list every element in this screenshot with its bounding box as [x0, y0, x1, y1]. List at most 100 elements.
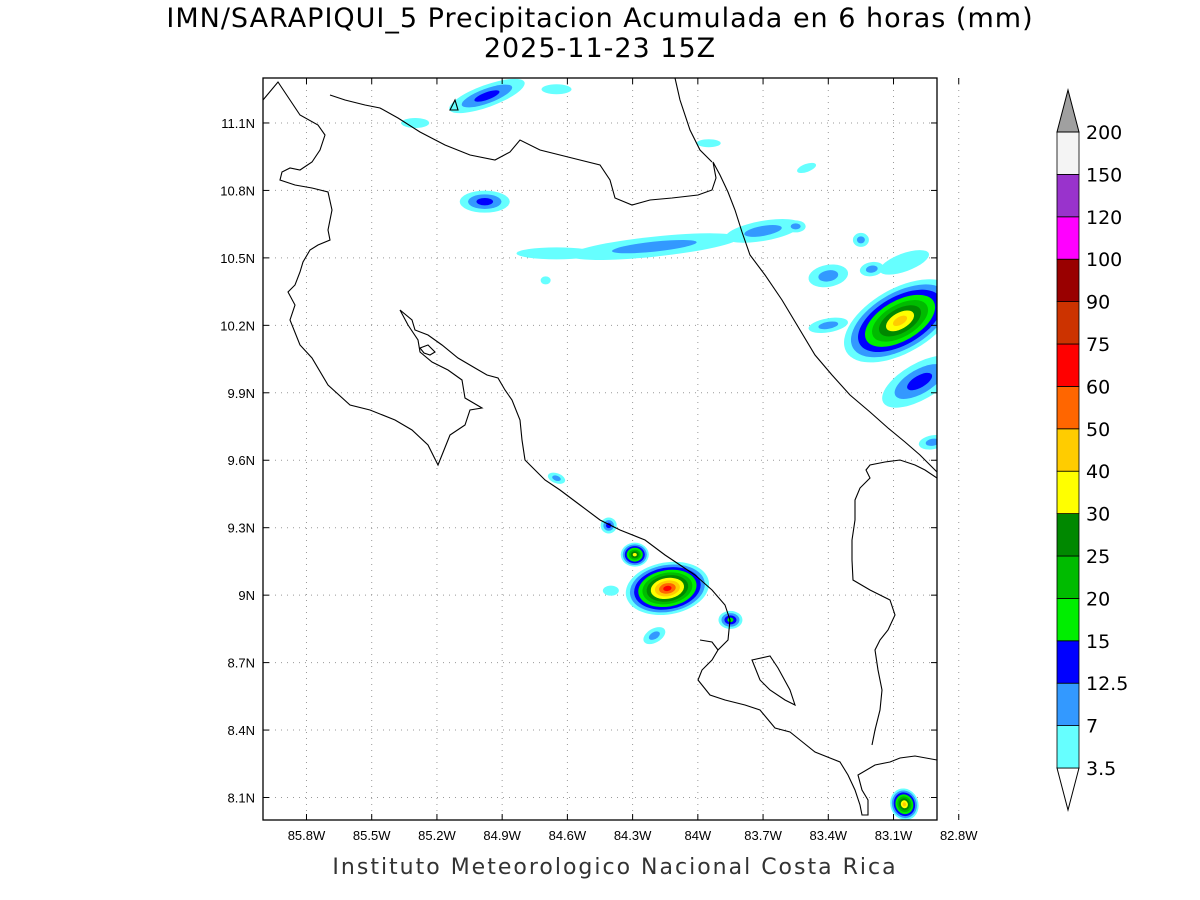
precip-contour	[744, 224, 782, 237]
colorbar-label: 120	[1086, 207, 1122, 229]
precip-contour	[902, 802, 907, 807]
precip-contour	[602, 585, 619, 596]
colorbar-swatch	[1056, 428, 1080, 472]
precipitation-colorbar: 3.5 7 12.5 15 20 25 30 40 50 60 75 90 100 120 150 200	[1056, 88, 1128, 812]
x-tick-label: 84.3W	[614, 828, 652, 843]
precip-contour	[476, 197, 494, 206]
precip-cell	[797, 162, 817, 174]
colorbar-label: 200	[1086, 122, 1122, 144]
x-tick-label: 84.6W	[549, 828, 587, 843]
y-tick-label: 9N	[238, 588, 255, 603]
colorbar-lower-triangle	[1056, 767, 1080, 812]
colorbar-swatch	[1056, 555, 1080, 599]
colorbar-swatch	[1056, 682, 1080, 727]
precip-cell	[625, 561, 710, 616]
colorbar-swatch	[1056, 725, 1080, 769]
precip-cell	[890, 788, 919, 820]
x-tick-label: 84.9W	[483, 828, 521, 843]
precip-contour	[856, 236, 865, 244]
precip-cell	[918, 434, 937, 450]
precip-contour	[632, 552, 637, 557]
precip-cell	[859, 261, 884, 277]
precip-contour	[818, 321, 839, 330]
precip-cell	[459, 190, 510, 213]
precip-cell	[844, 279, 937, 363]
colorbar-swatch	[1056, 470, 1080, 515]
precip-cell	[600, 517, 617, 534]
map-axes: 85.8W 85.5W 85.2W 84.9W 84.6W 84.3W 84W 83.7W 83…	[220, 77, 978, 843]
x-tick-label: 83.1W	[875, 828, 913, 843]
y-tick-label: 10.8N	[220, 183, 255, 198]
map-subtitle-datetime: 2025-11-23 15Z	[483, 33, 717, 64]
colorbar-swatch	[1056, 131, 1080, 175]
precip-cell	[725, 219, 801, 243]
precip-cell	[852, 232, 869, 247]
precip-contour	[552, 475, 561, 482]
colorbar-label: 20	[1086, 588, 1110, 610]
precip-cell	[696, 139, 721, 148]
colorbar-swatch	[1056, 258, 1080, 303]
x-tick-label: 85.8W	[288, 828, 326, 843]
colorbar-swatch	[1056, 343, 1080, 387]
y-tick-label: 10.2N	[220, 318, 255, 333]
precipitation-cells	[401, 78, 937, 820]
precip-cell	[879, 250, 930, 275]
colorbar-swatch	[1056, 513, 1080, 557]
colorbar-upper-triangle	[1056, 88, 1080, 133]
y-tick-label: 10.5N	[220, 251, 255, 266]
colorbar-swatch	[1056, 640, 1080, 684]
precip-contour	[474, 90, 500, 102]
precip-contour	[612, 239, 697, 254]
y-tick-label: 8.1N	[228, 791, 255, 806]
y-tick-label: 8.4N	[228, 723, 255, 738]
colorbar-label: 30	[1086, 504, 1110, 526]
y-tick-label: 9.6N	[228, 453, 255, 468]
y-tick-label: 8.7N	[228, 656, 255, 671]
colorbar-label: 150	[1086, 164, 1122, 186]
colorbar-swatch	[1056, 173, 1080, 218]
y-tick-label: 9.9N	[228, 386, 255, 401]
precip-cell	[602, 585, 619, 596]
colorbar-label: 3.5	[1086, 758, 1116, 780]
colorbar-swatch	[1056, 216, 1080, 260]
x-tick-label: 82.8W	[940, 828, 978, 843]
precip-contour	[907, 372, 933, 391]
precip-contour	[892, 315, 908, 327]
precip-contour	[790, 223, 801, 230]
y-tick-label: 11.1N	[221, 116, 255, 131]
colorbar-swatch	[1056, 301, 1080, 345]
x-tick-label: 83.7W	[744, 828, 782, 843]
map-title: IMN/SARAPIQUI_5 Precipitacion Acumulada …	[166, 3, 1034, 34]
precip-contour	[541, 84, 572, 95]
precip-contour	[516, 247, 597, 260]
colorbar-swatch	[1056, 385, 1080, 430]
precip-cell	[401, 117, 430, 128]
x-tick-label: 85.2W	[418, 828, 456, 843]
colorbar-swatch	[1056, 598, 1080, 642]
precip-cell	[882, 355, 937, 408]
precip-cell	[540, 276, 551, 285]
colorbar-label: 90	[1086, 292, 1110, 314]
colorbar-label: 15	[1086, 631, 1110, 653]
precip-cell	[785, 220, 806, 233]
colorbar-label: 12.5	[1086, 673, 1128, 695]
precip-contour	[797, 162, 817, 174]
precip-cell	[808, 317, 849, 334]
colorbar-label: 25	[1086, 546, 1110, 568]
precip-contour	[401, 117, 430, 128]
y-tick-label: 9.3N	[228, 521, 255, 536]
x-tick-label: 84W	[684, 828, 711, 843]
precip-contour	[540, 276, 551, 285]
plot-frame	[262, 77, 938, 821]
colorbar-label: 50	[1086, 419, 1110, 441]
precip-cell	[516, 247, 597, 260]
precip-contour	[648, 631, 660, 640]
precip-cell	[808, 264, 849, 288]
colorbar-label: 7	[1086, 716, 1098, 738]
footer-credit: Instituto Meteorologico Nacional Costa R…	[332, 855, 898, 880]
precip-contour	[879, 250, 930, 275]
colorbar-label: 100	[1086, 249, 1122, 271]
precip-cell	[541, 84, 572, 95]
x-tick-label: 85.5W	[353, 828, 391, 843]
